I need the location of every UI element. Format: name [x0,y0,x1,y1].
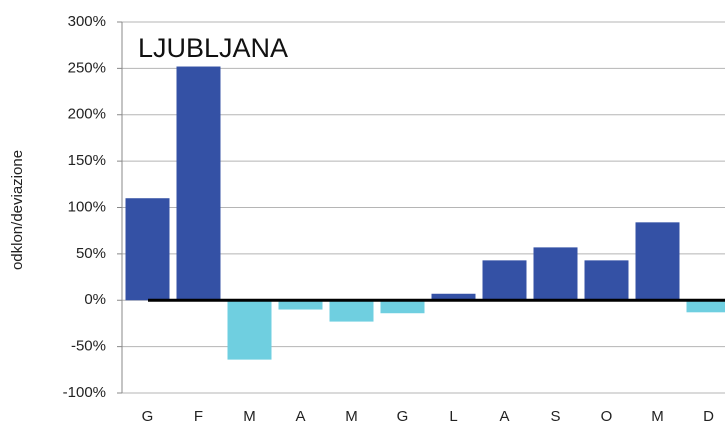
bar [482,260,527,301]
bar [227,300,272,360]
y-tick-label: -50% [71,338,106,355]
bar [533,247,578,301]
x-tick-label: F [194,408,203,425]
chart-title: LJUBLJANA [138,33,288,63]
y-tick-label: 150% [68,152,106,169]
bar [431,293,476,301]
x-tick-label: D [703,408,714,425]
bar [329,300,374,322]
x-tick-label: G [142,408,154,425]
y-tick-label: 0% [84,291,106,308]
bar [584,260,629,301]
bar [380,300,425,314]
x-tick-label: O [601,408,613,425]
x-tick-label: G [397,408,409,425]
bar [278,300,323,310]
y-tick-label: -100% [63,384,106,401]
x-tick-label: A [295,408,305,425]
bar [635,222,680,301]
y-tick-label: 100% [68,198,106,215]
y-tick-label: 300% [68,13,106,30]
bar [125,198,170,301]
x-tick-label: S [550,408,560,425]
x-tick-label: A [499,408,509,425]
bar [686,300,725,313]
bar [176,66,221,301]
x-tick-label: M [243,408,256,425]
y-axis-label: odklon/deviazione [9,150,26,270]
y-tick-label: 250% [68,59,106,76]
y-tick-label: 200% [68,106,106,123]
x-tick-label: M [345,408,358,425]
y-tick-label: 50% [76,245,106,262]
x-tick-label: M [651,408,664,425]
x-tick-label: L [449,408,457,425]
